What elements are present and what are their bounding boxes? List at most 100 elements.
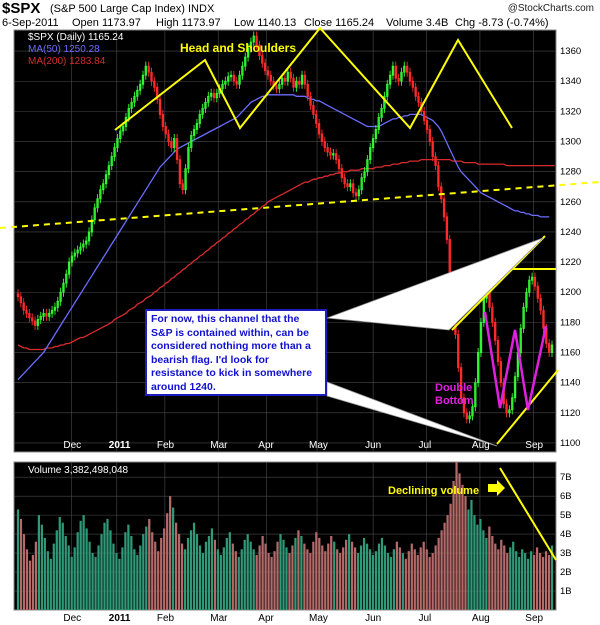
- volume-bar: [509, 547, 512, 610]
- volume-bar: [261, 536, 264, 610]
- volume-bar: [192, 522, 196, 610]
- candle-body: [87, 231, 91, 242]
- volume-bar: [255, 554, 258, 610]
- candle-body: [181, 183, 184, 191]
- candle-body: [349, 183, 352, 188]
- volume-bar: [494, 543, 497, 610]
- volume-bar: [139, 545, 142, 610]
- volume-bar: [136, 554, 139, 610]
- volume-bar: [160, 537, 163, 610]
- volume-bar: [16, 509, 20, 610]
- price-tick-label: 1140: [560, 378, 580, 389]
- candle-body: [167, 133, 170, 142]
- candle-body: [403, 65, 406, 73]
- volume-bar: [43, 537, 46, 610]
- candle-body: [136, 89, 139, 97]
- volume-bar: [282, 539, 285, 610]
- symbol-description: (S&P 500 Large Cap Index) INDX: [50, 3, 215, 15]
- volume-bar: [225, 537, 228, 610]
- volume-bar: [544, 551, 548, 610]
- volume-bar: [58, 517, 61, 610]
- candle-body: [303, 74, 307, 85]
- volume-bar: [204, 541, 208, 610]
- volume-bar: [297, 530, 300, 610]
- candle-body: [280, 77, 284, 85]
- candle-body: [386, 83, 389, 97]
- candle-body: [468, 415, 471, 420]
- candle-body: [76, 249, 79, 254]
- candle-body: [528, 279, 531, 293]
- ma200-legend: MA(200) 1283.84: [28, 56, 106, 67]
- volume-bar: [518, 556, 521, 610]
- volume-bars: [16, 462, 554, 610]
- candle-body: [53, 306, 57, 311]
- candle-body: [244, 56, 247, 67]
- volume-bar: [452, 480, 455, 610]
- volume-bar: [270, 556, 273, 610]
- candle-body: [351, 183, 355, 194]
- volume-bar: [389, 556, 393, 610]
- volume-bar: [237, 556, 240, 610]
- volume-bar: [476, 524, 479, 610]
- volume-bar: [449, 503, 452, 610]
- candle-body: [474, 382, 477, 408]
- volume-bar: [330, 536, 333, 610]
- volume-bar: [398, 547, 401, 610]
- candle-body: [84, 240, 88, 245]
- declining-volume-arrow: [488, 480, 505, 496]
- volume-bar: [216, 549, 219, 610]
- volume-bar: [76, 532, 79, 610]
- volume-bar: [103, 522, 106, 610]
- candles: [16, 31, 554, 424]
- candle-body: [107, 165, 111, 176]
- candle-body: [141, 74, 145, 85]
- volume-bar: [88, 541, 91, 610]
- volume-bar: [482, 530, 485, 610]
- volume-bar: [100, 534, 103, 610]
- volume-bar: [356, 553, 360, 610]
- candle-body: [357, 189, 361, 197]
- volume-bar: [207, 536, 211, 610]
- volume-x-tick-label: 2011: [109, 613, 131, 624]
- quote-open: Open 1173.97: [72, 17, 141, 29]
- volume-bar: [464, 496, 467, 610]
- volume-bar: [22, 534, 26, 610]
- volume-bar: [380, 537, 384, 610]
- candle-body: [417, 95, 420, 103]
- price-tick-label: 1300: [560, 137, 581, 148]
- volume-bar: [461, 484, 464, 610]
- volume-bar: [353, 547, 357, 610]
- candle-body: [371, 138, 375, 148]
- volume-bar: [249, 541, 252, 610]
- candle-body: [363, 171, 366, 179]
- volume-bar: [180, 543, 184, 610]
- volume-bar: [219, 554, 222, 610]
- volume-bar: [500, 539, 503, 610]
- volume-bar: [359, 545, 363, 610]
- candle-body: [212, 92, 216, 99]
- volume-tick-label: 1B: [560, 586, 572, 597]
- volume-bar: [535, 547, 539, 610]
- candle-body: [121, 126, 125, 132]
- candle-body: [289, 71, 292, 79]
- volume-bar: [97, 545, 100, 610]
- candle-body: [266, 70, 270, 76]
- volume-bar: [368, 549, 372, 610]
- price-x-tick-label: May: [309, 440, 328, 451]
- candle-body: [102, 183, 105, 191]
- candle-body: [388, 74, 392, 85]
- candle-body: [79, 246, 82, 251]
- volume-bar: [440, 530, 443, 610]
- volume-bar: [124, 532, 127, 610]
- candle-body: [93, 207, 96, 221]
- volume-bar: [532, 554, 536, 610]
- candle-body: [16, 293, 20, 298]
- candle-body: [204, 101, 207, 109]
- volume-bar: [210, 528, 214, 610]
- price-x-tick-label: Feb: [157, 440, 175, 451]
- candle-body: [292, 77, 295, 88]
- candle-body: [300, 74, 304, 85]
- volume-bar: [425, 549, 428, 610]
- volume-bar: [70, 556, 73, 610]
- volume-bar: [365, 543, 369, 610]
